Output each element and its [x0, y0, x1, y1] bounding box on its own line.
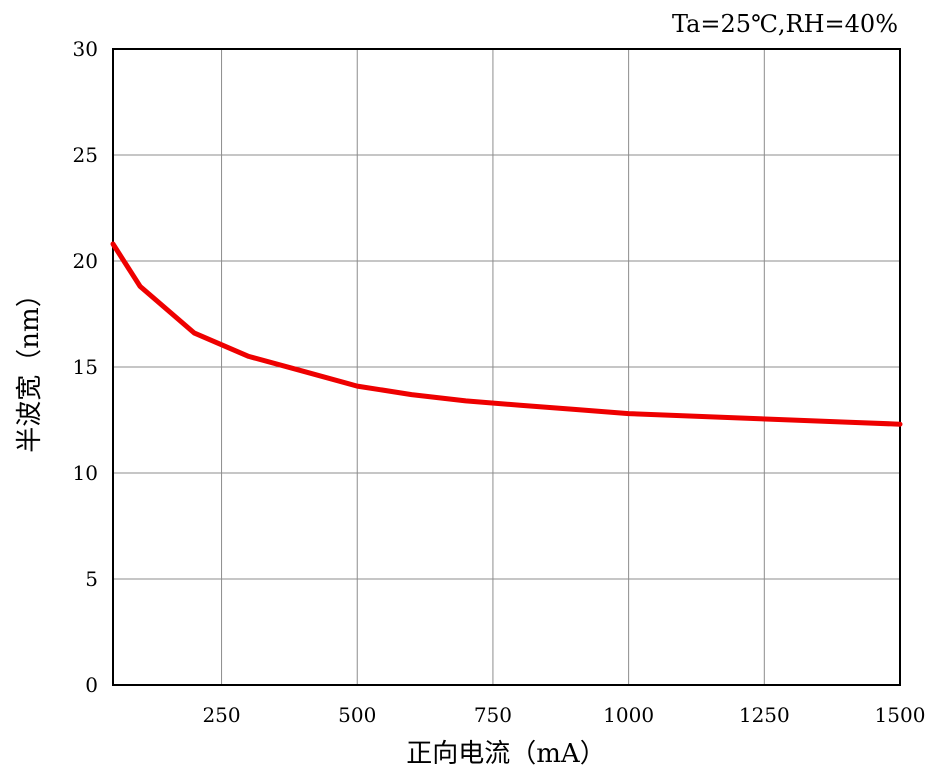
- y-axis-title: 半波宽（nm）: [15, 281, 45, 452]
- x-tick-label: 1000: [603, 703, 654, 727]
- y-tick-label: 0: [85, 673, 98, 697]
- series-layer: [110, 241, 903, 427]
- x-tick-label: 750: [474, 703, 512, 727]
- y-axis-ticks: 0 5 10 15 20 25 30: [73, 37, 98, 697]
- x-tick-label: 500: [338, 703, 376, 727]
- plot-frame: [112, 48, 901, 686]
- x-axis-ticks: 250 500 750 1000 1250 1500: [202, 703, 925, 727]
- x-tick-label: 250: [202, 703, 240, 727]
- grid: [113, 48, 901, 686]
- x-tick-label: 1500: [875, 703, 926, 727]
- y-tick-label: 25: [73, 143, 98, 167]
- series-line-0: [110, 241, 903, 427]
- y-tick-label: 30: [73, 37, 98, 61]
- y-tick-label: 15: [73, 355, 98, 379]
- y-tick-label: 20: [73, 249, 98, 273]
- x-axis-title: 正向电流（mA）: [406, 739, 605, 769]
- y-tick-label: 5: [85, 567, 98, 591]
- y-tick-label: 10: [73, 461, 98, 485]
- chart-annotation: Ta=25℃,RH=40%: [672, 10, 898, 38]
- x-tick-label: 1250: [739, 703, 790, 727]
